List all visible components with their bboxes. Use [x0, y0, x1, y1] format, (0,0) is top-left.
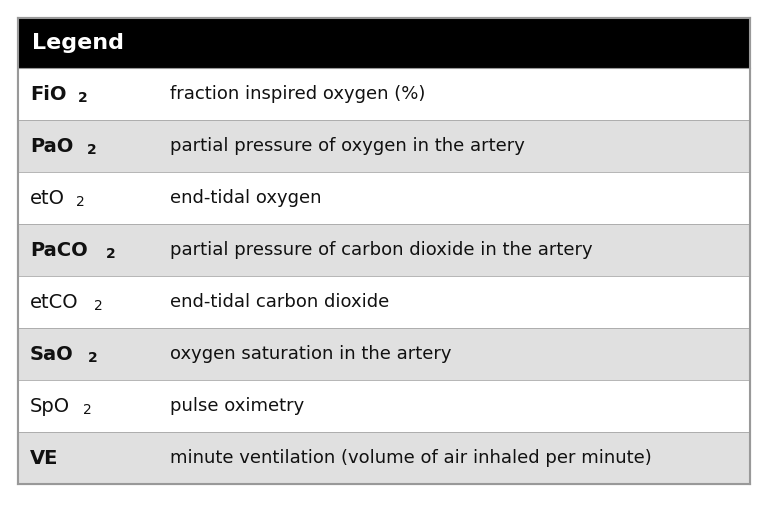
Text: VE: VE: [30, 449, 58, 468]
Text: SpO: SpO: [30, 397, 70, 415]
Bar: [18, 380, 750, 432]
Text: minute ventilation (volume of air inhaled per minute): minute ventilation (volume of air inhale…: [170, 449, 652, 467]
Text: 2: 2: [87, 143, 97, 157]
Text: 2: 2: [76, 195, 85, 209]
Text: end-tidal carbon dioxide: end-tidal carbon dioxide: [170, 293, 389, 311]
Bar: [18, 18, 750, 68]
Text: 2: 2: [78, 91, 88, 105]
Bar: [18, 328, 750, 380]
Text: 2: 2: [94, 299, 102, 313]
Text: 2: 2: [105, 247, 115, 261]
Bar: [18, 172, 750, 224]
Text: fraction inspired oxygen (%): fraction inspired oxygen (%): [170, 85, 425, 103]
Text: pulse oximetry: pulse oximetry: [170, 397, 304, 415]
Text: Legend: Legend: [32, 33, 124, 53]
Text: FiO: FiO: [30, 84, 67, 104]
Text: 2: 2: [83, 403, 91, 417]
Text: SaO: SaO: [30, 344, 74, 363]
Text: etCO: etCO: [30, 292, 78, 312]
Text: partial pressure of oxygen in the artery: partial pressure of oxygen in the artery: [170, 137, 525, 155]
Text: 2: 2: [88, 351, 98, 365]
Text: PaO: PaO: [30, 136, 74, 155]
Text: oxygen saturation in the artery: oxygen saturation in the artery: [170, 345, 452, 363]
Text: PaCO: PaCO: [30, 241, 88, 260]
Text: etO: etO: [30, 189, 65, 207]
Bar: [18, 224, 750, 276]
Text: partial pressure of carbon dioxide in the artery: partial pressure of carbon dioxide in th…: [170, 241, 593, 259]
Text: end-tidal oxygen: end-tidal oxygen: [170, 189, 322, 207]
Bar: [18, 276, 750, 328]
Bar: [18, 68, 750, 120]
Bar: [18, 120, 750, 172]
Bar: [18, 432, 750, 484]
